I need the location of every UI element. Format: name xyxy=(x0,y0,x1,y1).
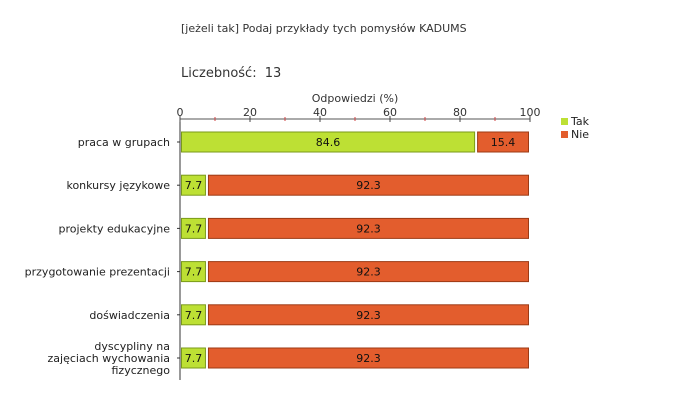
page-title: [jeżeli tak] Podaj przykłady tych pomysł… xyxy=(181,22,467,35)
category-label: przygotowanie prezentacji xyxy=(25,266,170,279)
category-label: doświadczenia xyxy=(89,309,170,322)
bar-value-label: 92.3 xyxy=(356,266,381,279)
bar-tak xyxy=(181,131,476,153)
bar-nie xyxy=(207,347,529,369)
bar-nie xyxy=(207,304,529,326)
bar-value-label: 7.7 xyxy=(185,352,203,365)
bar-nie xyxy=(207,217,529,239)
bar-tak xyxy=(181,217,206,239)
x-tick-label: 0 xyxy=(177,106,184,119)
bar-tak xyxy=(181,261,206,283)
category-label: praca w grupach xyxy=(78,136,170,149)
bar-value-label: 7.7 xyxy=(185,266,203,279)
bar-nie xyxy=(207,174,529,196)
bar-tak xyxy=(181,174,206,196)
legend-label-nie: Nie xyxy=(571,128,589,141)
count-value: 13 xyxy=(264,66,282,81)
category-label: projekty edukacyjne xyxy=(59,222,171,235)
bar-tak xyxy=(181,304,206,326)
bar-value-label: 7.7 xyxy=(185,179,203,192)
legend-label-tak: Tak xyxy=(570,115,590,128)
x-tick-label: 60 xyxy=(383,106,397,119)
bar-value-label: 92.3 xyxy=(356,222,381,235)
count-line: Liczebność: 13 xyxy=(181,66,285,81)
x-axis-title: Odpowiedzi (%) xyxy=(312,92,399,105)
legend-swatch-nie xyxy=(561,131,568,138)
x-tick-label: 20 xyxy=(243,106,257,119)
x-tick-label: 40 xyxy=(313,106,327,119)
category-label: konkursy językowe xyxy=(66,179,170,192)
bar-value-label: 92.3 xyxy=(356,179,381,192)
bar-value-label: 15.4 xyxy=(491,136,516,149)
bar-value-label: 92.3 xyxy=(356,352,381,365)
x-tick-label: 100 xyxy=(520,106,541,119)
bar-nie xyxy=(477,131,530,153)
count-label: Liczebność: xyxy=(181,66,257,81)
bar-value-label: 92.3 xyxy=(356,309,381,322)
legend-swatch-tak xyxy=(561,118,568,125)
bar-value-label: 7.7 xyxy=(185,309,203,322)
category-label: dyscypliny na zajęciach wychowania fizyczn… xyxy=(48,340,171,377)
x-tick-label: 80 xyxy=(453,106,467,119)
bar-value-label: 7.7 xyxy=(185,222,203,235)
bar-nie xyxy=(207,261,529,283)
bar-tak xyxy=(181,347,206,369)
bar-value-label: 84.6 xyxy=(316,136,341,149)
